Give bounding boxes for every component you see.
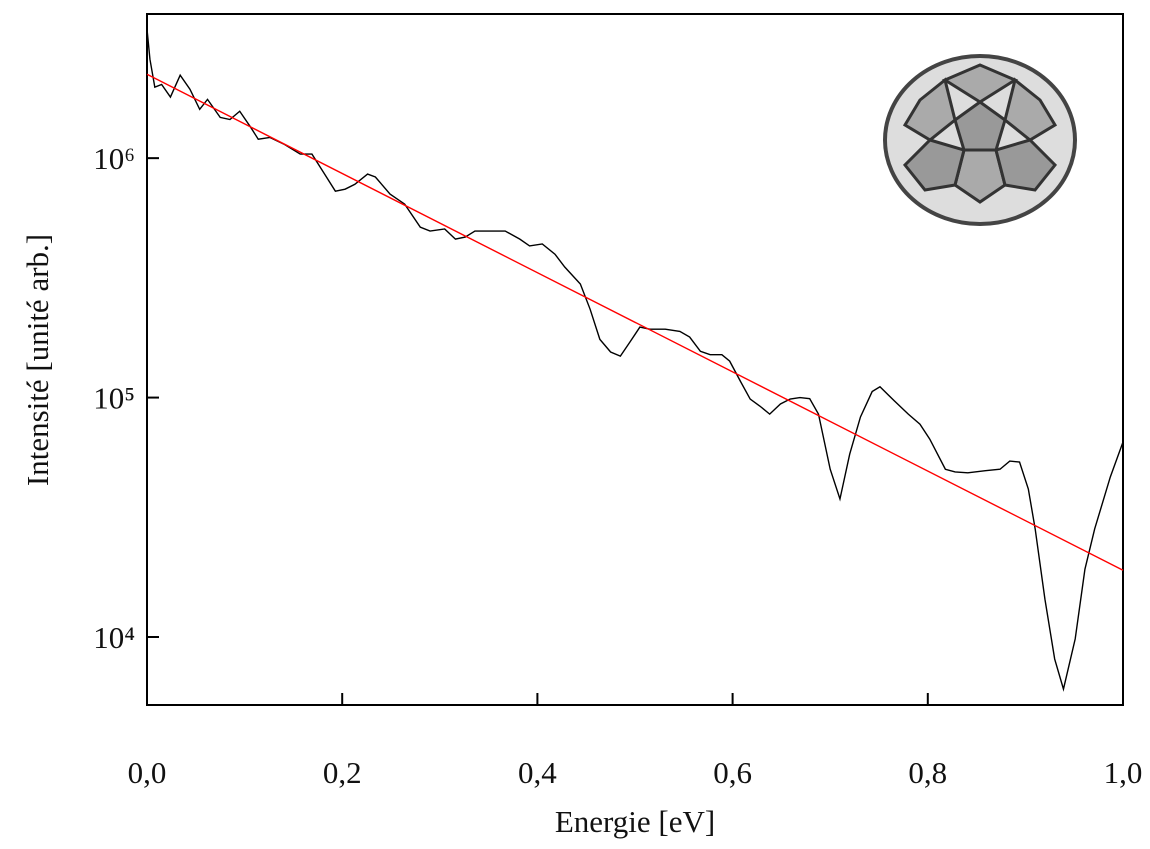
y-axis-label: Intensité [unité arb.]	[20, 234, 55, 486]
x-tick-label: 1,0	[1104, 755, 1143, 790]
x-tick-label: 0,4	[518, 755, 557, 790]
data-line	[146, 73, 1124, 571]
x-tick-label: 0,2	[323, 755, 362, 790]
plot-frame	[146, 13, 1124, 706]
y-tick-label: 10⁴	[93, 620, 135, 655]
fullerene-icon	[883, 54, 1077, 226]
x-tick-label: 0,6	[713, 755, 752, 790]
y-tick-label: 10⁵	[93, 381, 135, 416]
x-axis-label: Energie [eV]	[555, 804, 715, 839]
x-tick-label: 0,8	[908, 755, 947, 790]
y-tick-label: 10⁶	[93, 141, 135, 176]
x-tick-label: 0,0	[128, 755, 167, 790]
